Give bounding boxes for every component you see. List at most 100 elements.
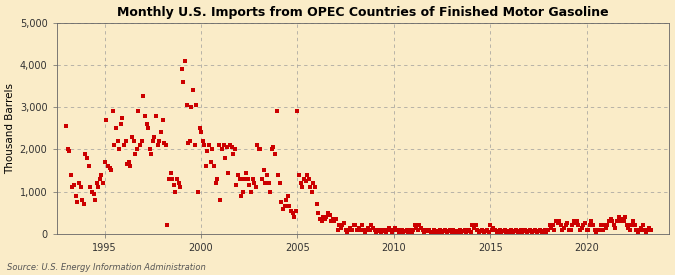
- Point: [119, 143, 130, 147]
- Point: [247, 177, 258, 181]
- Point: [311, 202, 322, 207]
- Point: [562, 221, 572, 226]
- Point: [263, 181, 274, 185]
- Point: [354, 227, 365, 232]
- Point: [364, 227, 375, 232]
- Point: [204, 143, 215, 147]
- Point: [360, 230, 371, 234]
- Title: Monthly U.S. Imports from OPEC Countries of Finished Motor Gasoline: Monthly U.S. Imports from OPEC Countries…: [117, 6, 609, 18]
- Point: [526, 230, 537, 234]
- Point: [585, 223, 595, 228]
- Point: [345, 226, 356, 230]
- Point: [106, 168, 117, 173]
- Point: [398, 230, 409, 234]
- Point: [356, 223, 367, 228]
- Point: [560, 223, 571, 228]
- Point: [441, 230, 452, 234]
- Point: [379, 228, 389, 233]
- Point: [192, 189, 203, 194]
- Point: [615, 219, 626, 223]
- Point: [260, 181, 271, 185]
- Point: [112, 139, 123, 143]
- Point: [559, 226, 570, 230]
- Point: [427, 230, 438, 234]
- Point: [445, 227, 456, 232]
- Point: [406, 230, 417, 234]
- Point: [481, 227, 492, 232]
- Point: [390, 226, 401, 230]
- Point: [223, 170, 234, 175]
- Point: [530, 227, 541, 232]
- Point: [583, 227, 593, 232]
- Point: [486, 227, 497, 232]
- Point: [639, 227, 650, 232]
- Point: [163, 177, 174, 181]
- Point: [479, 230, 489, 234]
- Point: [433, 230, 444, 234]
- Point: [86, 189, 97, 194]
- Point: [402, 227, 412, 232]
- Point: [273, 172, 284, 177]
- Point: [440, 227, 451, 232]
- Point: [340, 227, 351, 232]
- Point: [469, 226, 480, 230]
- Point: [256, 177, 267, 181]
- Point: [400, 228, 410, 233]
- Point: [375, 230, 386, 234]
- Point: [238, 189, 248, 194]
- Point: [350, 223, 360, 228]
- Point: [315, 217, 325, 221]
- Point: [362, 226, 373, 230]
- Point: [602, 223, 613, 228]
- Point: [93, 185, 104, 189]
- Point: [194, 126, 205, 130]
- Point: [120, 139, 131, 143]
- Point: [623, 226, 634, 230]
- Point: [502, 228, 513, 233]
- Point: [632, 230, 643, 234]
- Point: [104, 166, 115, 170]
- Point: [637, 223, 648, 228]
- Point: [101, 117, 111, 122]
- Point: [450, 230, 460, 234]
- Point: [218, 143, 229, 147]
- Point: [373, 228, 383, 233]
- Point: [318, 215, 329, 219]
- Point: [326, 219, 337, 223]
- Point: [352, 227, 362, 232]
- Point: [138, 94, 148, 99]
- Point: [95, 177, 105, 181]
- Point: [470, 223, 481, 228]
- Point: [228, 151, 239, 156]
- Point: [377, 227, 388, 232]
- Point: [546, 226, 557, 230]
- Point: [430, 230, 441, 234]
- Point: [595, 223, 606, 228]
- Point: [213, 143, 224, 147]
- Point: [244, 183, 254, 188]
- Point: [609, 223, 620, 228]
- Point: [142, 126, 153, 130]
- Point: [628, 219, 639, 223]
- Point: [493, 228, 504, 233]
- Point: [644, 226, 655, 230]
- Point: [645, 227, 656, 232]
- Point: [183, 141, 194, 145]
- Point: [475, 228, 486, 233]
- Point: [497, 228, 508, 233]
- Point: [461, 230, 472, 234]
- Point: [358, 227, 369, 232]
- Point: [210, 181, 221, 185]
- Point: [82, 156, 92, 160]
- Point: [157, 117, 168, 122]
- Point: [437, 230, 448, 234]
- Point: [593, 227, 603, 232]
- Point: [335, 226, 346, 230]
- Point: [202, 149, 213, 154]
- Point: [151, 113, 161, 118]
- Point: [454, 227, 465, 232]
- Point: [262, 172, 273, 177]
- Point: [396, 227, 407, 232]
- Point: [308, 181, 319, 185]
- Point: [339, 221, 350, 226]
